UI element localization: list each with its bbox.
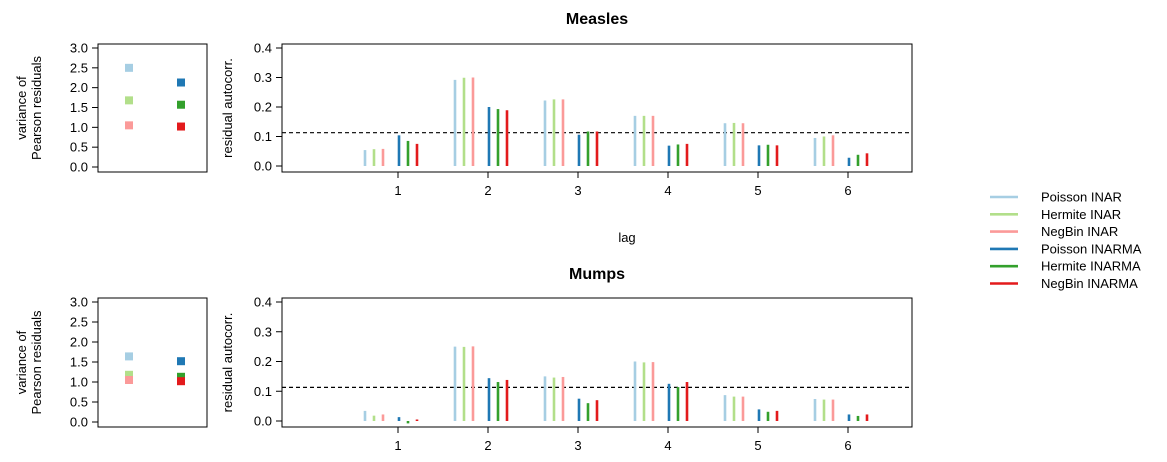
- y-tick-label: 0.0: [70, 160, 88, 175]
- y-tick-label: 0.2: [254, 100, 272, 115]
- point-hermite-inar: [125, 96, 133, 105]
- point-hermite-inarma: [177, 100, 185, 109]
- y-tick-label: 1.5: [70, 355, 88, 370]
- chart-title: Mumps: [569, 266, 625, 283]
- y-tick-label: 0.4: [254, 41, 272, 56]
- y-tick-label: 2.5: [70, 315, 88, 330]
- legend-entry-hermite-inar: Hermite INAR: [1041, 207, 1121, 222]
- y-tick-label: 2.5: [70, 60, 88, 75]
- plot-frame: [281, 43, 913, 173]
- variance-panel-1: 0.0 0.5 1.0 1.5 2.0 2.5 3.0 variance ofPearson …: [14, 41, 208, 175]
- x-tick-label: 2: [484, 438, 491, 453]
- plot-frame: [281, 297, 913, 428]
- point-poisson-inarma: [177, 78, 185, 87]
- x-tick-label: 2: [484, 183, 491, 198]
- x-tick-label: 4: [664, 438, 671, 453]
- legend-entry-hermite-inarma: Hermite INARMA: [1041, 259, 1141, 274]
- x-tick-label: 4: [664, 183, 671, 198]
- plot-frame: [97, 43, 208, 173]
- y-tick-label: 3.0: [70, 41, 88, 56]
- y-axis-label: variance ofPearson residuals: [14, 55, 44, 160]
- y-tick-label: 2.0: [70, 80, 88, 95]
- y-axis-label: residual autocorr.: [220, 313, 235, 413]
- legend-entry-poisson-inarma: Poisson INARMA: [1041, 241, 1142, 256]
- x-tick-label: 6: [844, 438, 851, 453]
- y-tick-label: 0.0: [70, 415, 88, 430]
- point-hermite-inarma: [177, 372, 185, 381]
- point-negbin-inarma: [177, 377, 185, 386]
- autocorr-panel-measles: Measles 0.0 0.1 0.2 0.3 0.4 residual autocorr.…: [220, 11, 913, 198]
- y-tick-label: 0.5: [70, 140, 88, 155]
- legend-entry-negbin-inarma: NegBin INARMA: [1041, 276, 1138, 291]
- y-tick-label: 0.1: [254, 384, 272, 399]
- y-axis-label-line: Pearson residuals: [29, 55, 44, 160]
- y-tick-label: 0.5: [70, 395, 88, 410]
- x-tick-label: 3: [574, 438, 581, 453]
- y-tick-label: 0.1: [254, 129, 272, 144]
- point-poisson-inar: [125, 352, 133, 361]
- legend-entry-negbin-inar: NegBin INAR: [1041, 224, 1118, 239]
- y-tick-label: 1.0: [70, 120, 88, 135]
- plot-frame: [97, 297, 208, 428]
- point-poisson-inar: [125, 63, 133, 72]
- y-tick-label: 0.0: [254, 414, 272, 429]
- y-tick-label: 2.0: [70, 335, 88, 350]
- point-negbin-inar: [125, 121, 133, 130]
- x-axis-label-lag: lag: [618, 230, 635, 245]
- chart-panels: Measles 0.0 0.1 0.2 0.3 0.4 residual autocorr.…: [14, 11, 913, 453]
- chart-title: Measles: [566, 11, 628, 28]
- y-tick-label: 0.2: [254, 354, 272, 369]
- x-tick-label: 3: [574, 183, 581, 198]
- y-axis-label-line: variance of: [14, 330, 29, 394]
- x-tick-label: 5: [754, 183, 761, 198]
- variance-panel-3: 0.0 0.5 1.0 1.5 2.0 2.5 3.0 variance ofPearson …: [14, 295, 208, 430]
- y-axis-label: residual autocorr.: [220, 58, 235, 158]
- y-tick-label: 1.0: [70, 375, 88, 390]
- y-tick-label: 0.4: [254, 295, 272, 310]
- y-tick-label: 0.0: [254, 159, 272, 174]
- legend: Poisson INAR Hermite INAR NegBin INAR Poiss…: [990, 190, 1142, 291]
- x-tick-label: 1: [394, 183, 401, 198]
- y-axis-label-line: variance of: [14, 76, 29, 140]
- point-hermite-inar: [125, 370, 133, 379]
- x-tick-label: 6: [844, 183, 851, 198]
- point-negbin-inar: [125, 376, 133, 384]
- y-axis-label-line: Pearson residuals: [29, 310, 44, 415]
- y-tick-label: 0.3: [254, 324, 272, 339]
- autocorr-panel-mumps: Mumps 0.0 0.1 0.2 0.3 0.4 residual autocorr. 1 2…: [220, 266, 913, 453]
- x-tick-label: 1: [394, 438, 401, 453]
- point-negbin-inarma: [177, 122, 185, 131]
- x-tick-label: 5: [754, 438, 761, 453]
- y-axis-label: variance ofPearson residuals: [14, 310, 44, 415]
- point-poisson-inarma: [177, 357, 185, 366]
- legend-entry-poisson-inar: Poisson INAR: [1041, 190, 1122, 205]
- y-tick-label: 0.3: [254, 70, 272, 85]
- y-tick-label: 1.5: [70, 100, 88, 115]
- y-tick-label: 3.0: [70, 295, 88, 310]
